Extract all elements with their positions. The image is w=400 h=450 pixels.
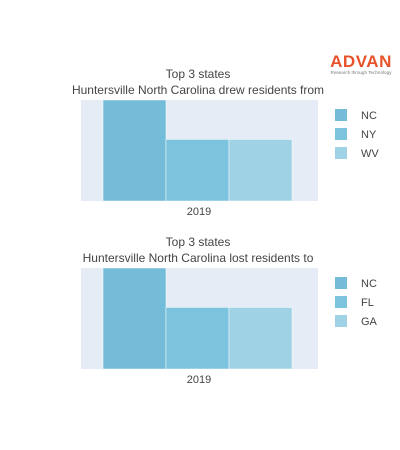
bar-nc [102,99,167,202]
legend-label-fl[interactable]: FL [361,297,374,309]
chart-lost-residents-to: Top 3 states Huntersville North Carolina… [81,235,378,386]
legend-swatch-nc[interactable] [335,277,347,289]
x-tick-label: 2019 [187,374,211,386]
legend-swatch-nc[interactable] [335,109,347,121]
chart-title-line-2: Huntersville North Carolina lost residen… [83,251,314,265]
legend-swatch-wv[interactable] [335,147,347,159]
bar-fl [165,307,230,370]
chart-title-line-1: Top 3 states [166,67,231,81]
logo-tagline: Research through Technology [331,70,393,75]
advan-logo: ADVAN Research through Technology [330,52,393,75]
bar-ga [228,307,293,370]
legend-label-wv[interactable]: WV [361,148,379,160]
legend-swatch-ny[interactable] [335,128,347,140]
legend-label-nc[interactable]: NC [361,110,377,122]
chart-title-line-1: Top 3 states [166,235,231,249]
logo-wordmark: ADVAN [330,52,392,71]
x-tick-label: 2019 [187,206,211,218]
legend-label-ga[interactable]: GA [361,316,378,328]
bar-nc [102,267,167,370]
legend-swatch-ga[interactable] [335,315,347,327]
legend-label-nc[interactable]: NC [361,278,377,290]
chart-drew-residents-from: Top 3 states Huntersville North Carolina… [72,67,379,218]
bar-ny [165,139,230,202]
bar-wv [228,139,293,202]
legend-swatch-fl[interactable] [335,296,347,308]
chart-title-line-2: Huntersville North Carolina drew residen… [72,83,324,97]
legend-label-ny[interactable]: NY [361,129,377,141]
